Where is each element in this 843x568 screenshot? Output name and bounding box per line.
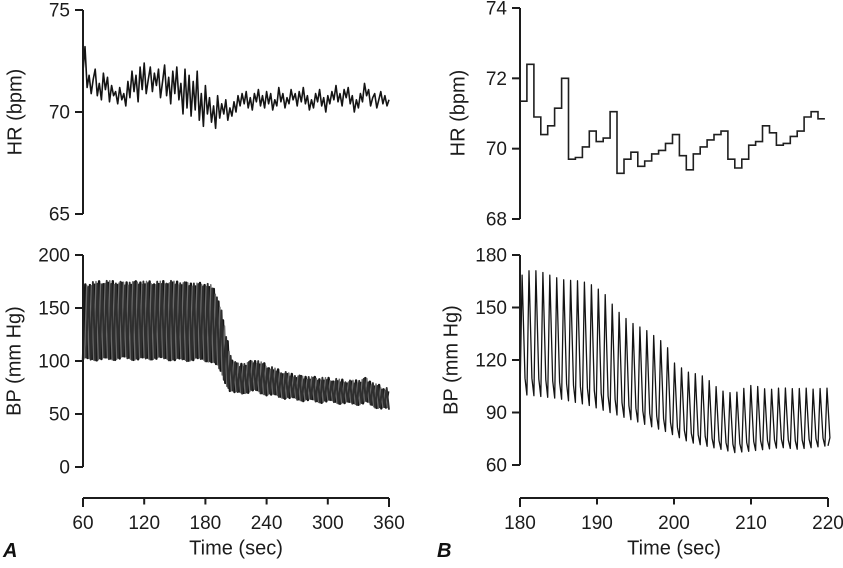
bp_a-y-tick-label: 0: [59, 458, 70, 479]
hr-a-trace: [82, 45, 390, 130]
hr-a-y-axis-title: HR (bpm): [4, 68, 27, 156]
bp-b-y-axis-title: BP (mm Hg): [440, 305, 463, 415]
bp_a-y-tick-label: 100: [38, 352, 70, 373]
panel-a-x-axis-title: Time (sec): [189, 537, 283, 560]
bp_b-x-tick-label: 210: [735, 513, 767, 534]
bp-b-trace: [519, 270, 831, 454]
bp-a-band-layer: [83, 280, 389, 409]
hr_a-y-tick-label: 70: [49, 103, 70, 124]
hr_a-y-tick-label: 75: [49, 1, 70, 22]
bp_a-x-tick-label: 360: [373, 513, 405, 534]
bp-a-y-axis-title: BP (mm Hg): [3, 306, 26, 416]
bp_b-y-tick-label: 120: [475, 351, 507, 372]
bp_b-y-tick-label: 60: [486, 456, 507, 477]
bp_a-x-tick-label: 180: [190, 513, 222, 534]
hr_b-y-tick-label: 70: [486, 139, 507, 160]
bp_b-x-tick-label: 180: [504, 513, 536, 534]
hr-b-y-axis-title: HR (bpm): [447, 69, 470, 157]
bp_b-y-tick-label: 90: [486, 403, 507, 424]
bp_b-y-tick-label: 180: [475, 246, 507, 267]
bp_b-y-tick-label: 150: [475, 298, 507, 319]
bp-a-band-layer: [85, 279, 390, 410]
bp_a-x-tick-label: 60: [72, 513, 93, 534]
hr_b-y-tick-label: 68: [486, 210, 507, 231]
hr_b-y-tick-label: 72: [486, 69, 507, 90]
bp_a-x-tick-label: 120: [128, 513, 160, 534]
bp_b-x-tick-label: 200: [658, 513, 690, 534]
panel-b-x-axis-title: Time (sec): [627, 537, 721, 560]
hr_a-y-tick-label: 65: [49, 205, 70, 226]
bp_a-y-tick-label: 150: [38, 299, 70, 320]
bp_b-x-tick-label: 190: [581, 513, 613, 534]
bp_a-y-tick-label: 200: [38, 246, 70, 267]
bp_b-x-tick-label: 220: [812, 513, 843, 534]
panel-a-letter: A: [3, 540, 18, 562]
bp_a-x-tick-label: 300: [312, 513, 344, 534]
hr-b-trace: [520, 63, 825, 175]
bp_a-y-tick-label: 50: [49, 405, 70, 426]
bp_a-x-tick-label: 240: [251, 513, 283, 534]
hr_b-y-tick-label: 74: [486, 0, 508, 20]
panel-b-letter: B: [437, 540, 452, 562]
